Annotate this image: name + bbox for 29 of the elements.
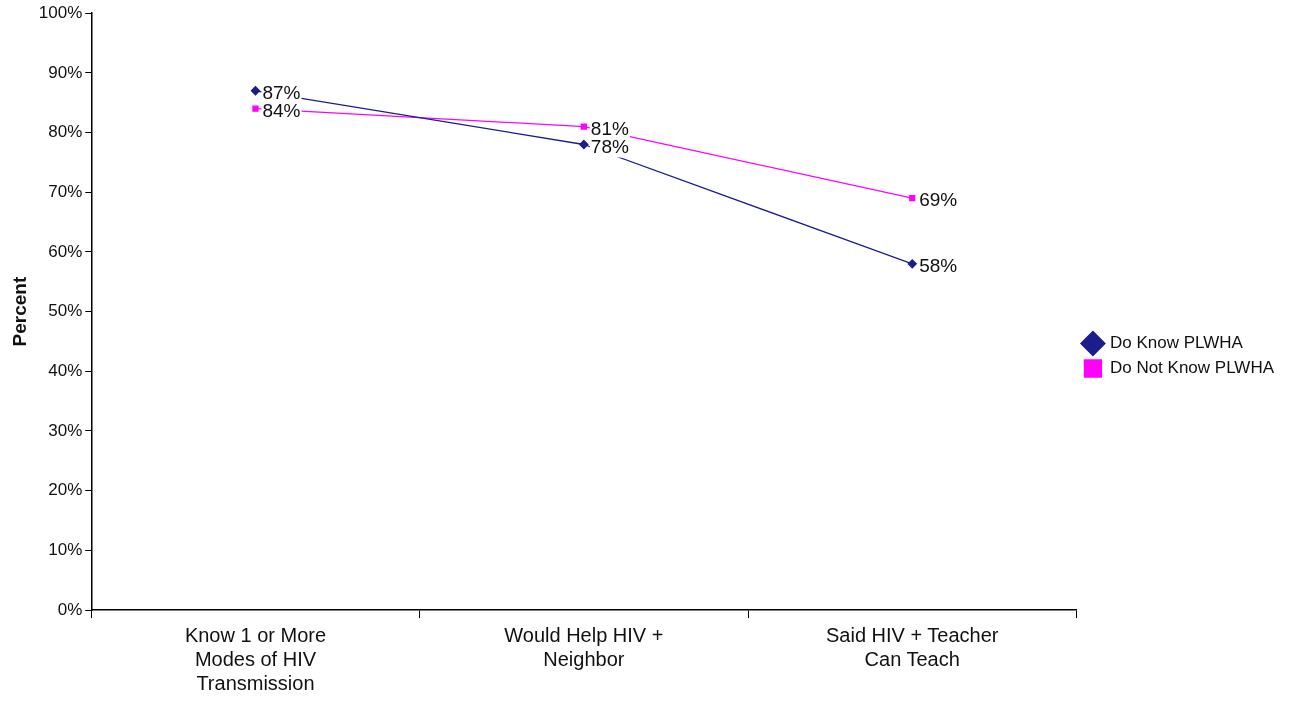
y-tick-label: 20% <box>48 480 83 500</box>
y-tick-label: 70% <box>48 181 83 201</box>
data-label: 87% <box>262 82 301 104</box>
point <box>909 195 916 202</box>
y-tick-label: 30% <box>48 420 83 440</box>
x-tick-label: Know 1 or More Modes of HIV Transmission <box>184 623 327 694</box>
y-tick-label: 0% <box>57 599 83 619</box>
y-tick-label: 40% <box>48 360 83 380</box>
point <box>580 123 587 130</box>
point <box>250 86 261 96</box>
y-tick-label: 60% <box>48 241 83 261</box>
x-tick-label: Said HIV + Teacher Can Teach <box>825 623 999 670</box>
y-tick-label: 50% <box>48 301 83 321</box>
y-tick-label: 90% <box>48 62 83 82</box>
y-tick-label: 80% <box>48 122 83 142</box>
data-label: 78% <box>590 135 629 157</box>
point <box>907 259 917 269</box>
data-label: 58% <box>919 255 958 277</box>
y-axis-title: Percent <box>8 276 30 347</box>
point <box>252 105 259 112</box>
data-label: 81% <box>590 117 629 139</box>
point <box>579 139 589 150</box>
data-label: 69% <box>919 189 958 211</box>
y-tick-label: 100% <box>38 2 83 22</box>
legend-label: Do Not Know PLWHA <box>1109 358 1275 378</box>
y-tick-label: 10% <box>48 540 83 560</box>
data-label: 84% <box>262 99 301 121</box>
legend-label: Do Know PLWHA <box>1109 333 1244 353</box>
x-tick-label: Would Help HIV + Neighbor <box>504 623 664 670</box>
